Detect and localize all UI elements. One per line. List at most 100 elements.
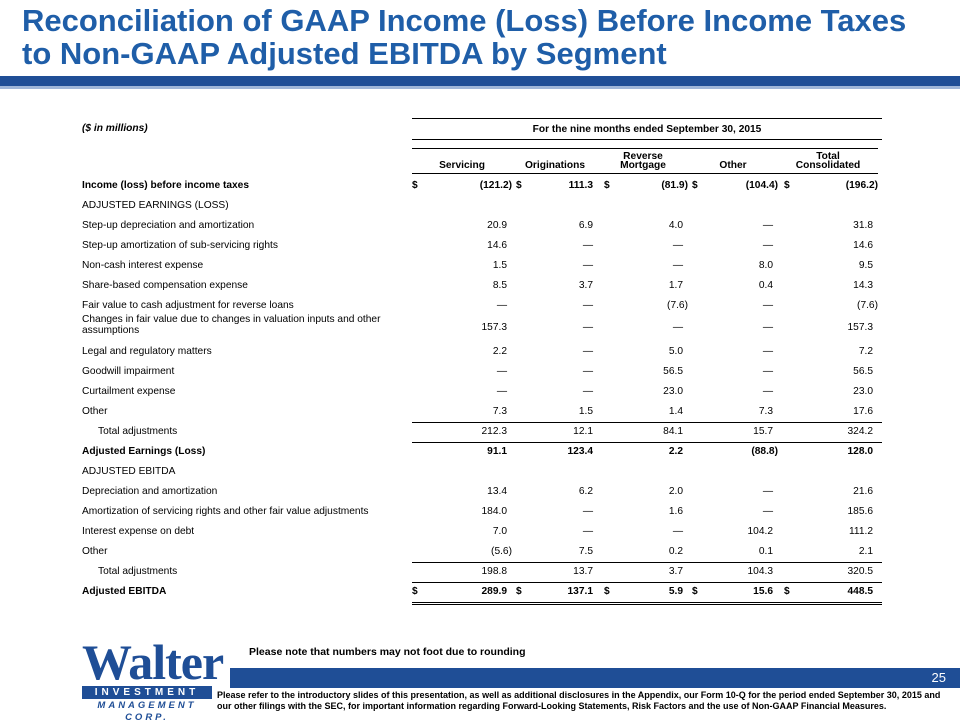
logo-subtitle: MANAGEMENT CORP. — [97, 700, 197, 720]
table-cell: 3.7 — [578, 280, 593, 291]
table-cell: 0.1 — [758, 546, 773, 557]
table-row: Other 7.3 1.5 1.4 7.3 17.6 — [82, 402, 882, 422]
table-cell: — — [762, 386, 773, 397]
row-label: Adjusted EBITDA — [82, 586, 167, 597]
section-header-row: ADJUSTED EBITDA — [82, 462, 882, 482]
table-cell: 5.0 — [668, 346, 683, 357]
column-header: Reverse Mortgage — [598, 148, 688, 174]
row-label: Adjusted Earnings (Loss) — [82, 446, 206, 457]
table-cell: — — [582, 386, 593, 397]
table-cell: 324.2 — [847, 426, 874, 437]
table-cell: 123.4 — [567, 446, 594, 457]
table-cell: 3.7 — [668, 566, 683, 577]
row-label: Share-based compensation expense — [82, 280, 248, 291]
table-cell: 12.1 — [573, 426, 593, 437]
table-cell: 7.5 — [578, 546, 593, 557]
logo-wordmark: Walter — [82, 634, 224, 690]
column-header-bottom: Originations — [525, 160, 585, 171]
table-cell: 14.6 — [487, 240, 507, 251]
column-header: Other — [688, 148, 778, 174]
table-cell: 448.5 — [847, 586, 874, 597]
table-cell: (7.6) — [667, 300, 688, 311]
table-cell: 128.0 — [847, 446, 874, 457]
column-header: Total Consolidated — [778, 148, 878, 174]
table-cell: 111.2 — [849, 526, 873, 537]
table-cell: 1.5 — [492, 260, 507, 271]
row-label: Step-up amortization of sub-servicing ri… — [82, 240, 278, 251]
table-cell: — — [762, 240, 773, 251]
table-row: Non-cash interest expense 1.5 — — 8.0 9.5 — [82, 256, 882, 276]
row-label: Step-up depreciation and amortization — [82, 220, 255, 231]
row-label: Amortization of servicing rights and oth… — [82, 506, 369, 517]
subtotal-rule — [412, 562, 882, 563]
company-logo: Walter INVESTMENT MANAGEMENT CORP. — [82, 637, 224, 720]
table-cell: 9.5 — [858, 260, 873, 271]
table-cell: 2.2 — [492, 346, 507, 357]
dollar-sign: $ — [412, 586, 418, 597]
table-cell: 0.2 — [668, 546, 683, 557]
table-cell: 2.0 — [668, 486, 683, 497]
row-label: Fair value to cash adjustment for revers… — [82, 300, 294, 311]
logo-band: INVESTMENT — [82, 686, 212, 699]
table-cell: 56.5 — [663, 366, 683, 377]
table-cell: 157.3 — [481, 322, 508, 333]
page-number: 25 — [931, 670, 946, 685]
table-cell: — — [582, 366, 593, 377]
table-cell: 13.7 — [573, 566, 593, 577]
table-cell: — — [762, 506, 773, 517]
table-row: Depreciation and amortization 13.4 6.2 2.0 —… — [82, 482, 882, 502]
table-cell: — — [582, 346, 593, 357]
row-label: Curtailment expense — [82, 386, 176, 397]
dollar-sign: $ — [516, 586, 522, 597]
table-row: Total adjustments 212.3 12.1 84.1 15.7 324.2 — [82, 422, 882, 442]
column-header-top: Reverse — [623, 151, 663, 162]
row-label: Interest expense on debt — [82, 526, 195, 537]
table-row: Adjusted Earnings (Loss) 91.1 123.4 2.2 (88.… — [82, 442, 882, 462]
subtotal-rule — [412, 582, 882, 583]
column-header-bottom: Mortgage — [620, 160, 666, 171]
row-label: Other — [82, 546, 108, 557]
table-cell: — — [762, 366, 773, 377]
table-row: Legal and regulatory matters 2.2 — 5.0 — 7.2 — [82, 342, 882, 362]
table-cell: (81.9) — [661, 180, 688, 191]
table-cell: 2.1 — [858, 546, 873, 557]
footer-bar: 25 — [230, 668, 960, 688]
table-cell: 23.0 — [663, 386, 683, 397]
table-cell: 137.1 — [567, 586, 594, 597]
row-label: ADJUSTED EARNINGS (LOSS) — [82, 200, 229, 211]
table-cell: — — [672, 526, 683, 537]
footer-disclaimer: Please refer to the introductory slides … — [217, 690, 941, 711]
table-row: Total adjustments 198.8 13.7 3.7 104.3 320.5 — [82, 562, 882, 582]
table-cell: — — [582, 240, 593, 251]
column-header: Servicing — [412, 148, 512, 174]
table-row: Fair value to cash adjustment for revers… — [82, 296, 882, 316]
table-cell: 31.8 — [853, 220, 873, 231]
table-cell: 21.6 — [853, 486, 873, 497]
units-label: ($ in millions) — [82, 123, 148, 134]
subtotal-rule — [412, 442, 882, 443]
dollar-sign: $ — [412, 180, 418, 191]
table-cell: (88.8) — [751, 446, 778, 457]
table-cell: 104.2 — [747, 526, 774, 537]
table-cell: 184.0 — [481, 506, 508, 517]
row-label-line: assumptions — [82, 325, 140, 336]
section-header-row: ADJUSTED EARNINGS (LOSS) — [82, 196, 882, 216]
dollar-sign: $ — [784, 180, 790, 191]
table-cell: 7.2 — [858, 346, 873, 357]
table-cell: 0.4 — [758, 280, 773, 291]
table-cell: 185.6 — [847, 506, 874, 517]
column-header-bottom: Servicing — [439, 160, 485, 171]
table-cell: 14.3 — [853, 280, 873, 291]
table-cell: 111.3 — [568, 180, 593, 191]
table-cell: — — [672, 322, 683, 333]
table-cell: 6.2 — [578, 486, 593, 497]
row-label: Legal and regulatory matters — [82, 346, 212, 357]
row-label: Depreciation and amortization — [82, 486, 218, 497]
dollar-sign: $ — [784, 586, 790, 597]
table-row: Goodwill impairment — — 56.5 — 56.5 — [82, 362, 882, 382]
table-cell: — — [496, 366, 507, 377]
table-cell: 84.1 — [663, 426, 683, 437]
table-cell: — — [496, 386, 507, 397]
table-cell: 320.5 — [847, 566, 874, 577]
row-label-line: Changes in fair value due to changes in … — [82, 314, 381, 325]
